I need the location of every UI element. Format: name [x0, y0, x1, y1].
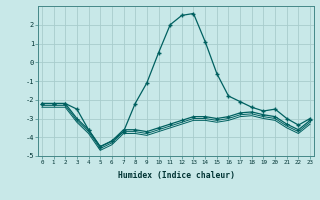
X-axis label: Humidex (Indice chaleur): Humidex (Indice chaleur) — [117, 171, 235, 180]
